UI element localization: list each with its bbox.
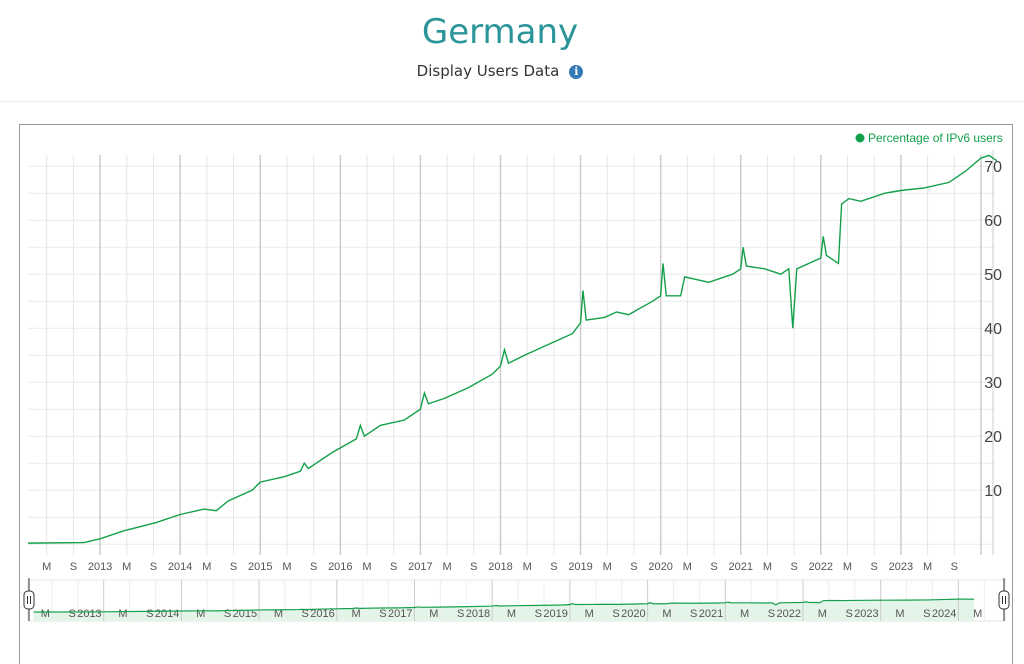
x-tick-label: 2021	[728, 561, 752, 573]
navigator-label: 2015	[233, 608, 257, 620]
navigator-label: M	[41, 608, 50, 620]
navigator-label: M	[740, 608, 749, 620]
navigator-label: S	[457, 608, 464, 620]
x-tick-label: 2018	[488, 561, 512, 573]
navigator-label: 2020	[621, 608, 645, 620]
navigator-line	[33, 598, 974, 613]
x-tick-label: 2020	[648, 561, 672, 573]
navigator-label: S	[768, 608, 775, 620]
x-tick-label: S	[871, 561, 878, 573]
navigator-label: 2018	[466, 608, 490, 620]
navigator-label: S	[68, 608, 75, 620]
legend-marker	[855, 133, 865, 143]
x-tick-label: S	[710, 561, 717, 573]
navigator-label: M	[118, 608, 127, 620]
x-tick-label: S	[230, 561, 237, 573]
x-tick-label: 2016	[328, 561, 352, 573]
x-tick-label: S	[790, 561, 797, 573]
x-tick-label: M	[122, 561, 131, 573]
navigator-label: 2023	[854, 608, 878, 620]
navigator-label: M	[274, 608, 283, 620]
navigator-label: M	[973, 608, 982, 620]
x-tick-label: M	[843, 561, 852, 573]
chart-frame	[19, 124, 1013, 664]
navigator-label: S	[923, 608, 930, 620]
x-tick-label: S	[951, 561, 958, 573]
x-tick-label: 2013	[88, 561, 112, 573]
navigator-label: 2022	[776, 608, 800, 620]
x-tick-label: M	[603, 561, 612, 573]
x-tick-label: M	[42, 561, 51, 573]
x-tick-label: M	[443, 561, 452, 573]
subtitle: Display Users Data i	[0, 62, 1000, 80]
navigator-label: S	[690, 608, 697, 620]
divider	[0, 101, 1024, 102]
navigator-label: 2014	[155, 608, 179, 620]
x-tick-label: 2022	[809, 561, 833, 573]
info-circle-icon[interactable]: i	[569, 65, 584, 79]
x-tick-label: M	[763, 561, 772, 573]
navigator-label: S	[224, 608, 231, 620]
navigator-label: M	[429, 608, 438, 620]
legend-label: Percentage of IPv6 users	[868, 131, 1003, 145]
navigator-label: S	[302, 608, 309, 620]
navigator-right-handle[interactable]	[998, 590, 1010, 610]
navigator-label: 2016	[310, 608, 334, 620]
x-tick-label: M	[923, 561, 932, 573]
x-tick-label: M	[202, 561, 211, 573]
x-tick-label: S	[470, 561, 477, 573]
x-tick-label: M	[362, 561, 371, 573]
navigator-label: 2019	[543, 608, 567, 620]
navigator-label: M	[196, 608, 205, 620]
navigator-label: S	[535, 608, 542, 620]
navigator-label: S	[845, 608, 852, 620]
navigator-label: S	[379, 608, 386, 620]
navigator-label: M	[585, 608, 594, 620]
series-line	[27, 154, 998, 544]
x-tick-label: S	[150, 561, 157, 573]
x-tick-label: 2023	[889, 561, 913, 573]
x-tick-label: S	[70, 561, 77, 573]
x-tick-label: 2015	[248, 561, 272, 573]
navigator-label: 2017	[388, 608, 412, 620]
x-tick-label: M	[282, 561, 291, 573]
navigator-left-handle[interactable]	[23, 590, 35, 610]
navigator-label: 2024	[932, 608, 956, 620]
navigator-label: 2013	[77, 608, 101, 620]
navigator-label: M	[895, 608, 904, 620]
x-tick-label: M	[523, 561, 532, 573]
subtitle-text: Display Users Data	[416, 62, 560, 80]
x-tick-label: S	[390, 561, 397, 573]
x-tick-label: S	[630, 561, 637, 573]
navigator-label: 2021	[699, 608, 723, 620]
navigator-area	[33, 599, 974, 621]
navigator-label: S	[146, 608, 153, 620]
x-tick-label: 2014	[168, 561, 192, 573]
x-tick-label: M	[683, 561, 692, 573]
navigator-label: M	[352, 608, 361, 620]
navigator-label: M	[507, 608, 516, 620]
x-tick-label: S	[310, 561, 317, 573]
navigator-label: S	[612, 608, 619, 620]
x-tick-label: 2019	[568, 561, 592, 573]
page-title: Germany	[421, 12, 579, 52]
navigator-label: M	[662, 608, 671, 620]
x-tick-label: 2017	[408, 561, 432, 573]
navigator-label: M	[818, 608, 827, 620]
x-tick-label: S	[550, 561, 557, 573]
